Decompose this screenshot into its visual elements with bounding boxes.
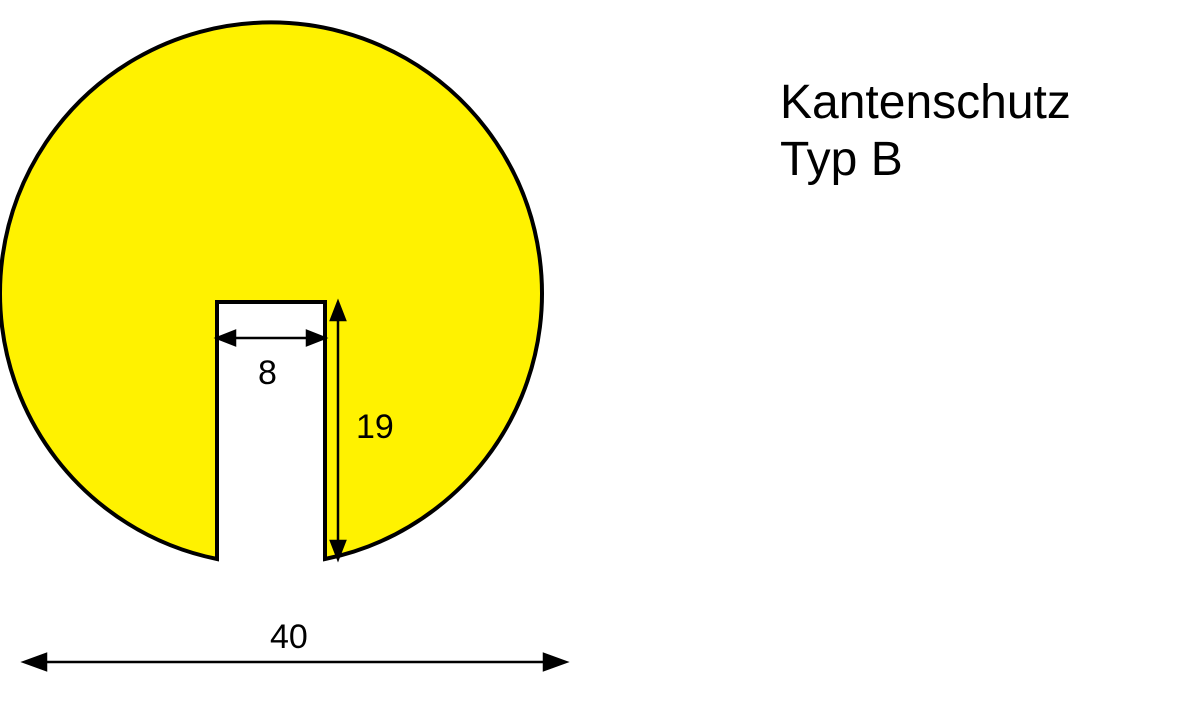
diagram-title: Kantenschutz Typ B [780,75,1071,188]
diagram-stage: 8 19 40 Kantenschutz Typ B [0,0,1181,702]
label-diameter: 40 [270,618,308,656]
dimension-slot-width [217,331,325,345]
label-slot-height: 19 [356,408,394,446]
title-line-2: Typ B [780,132,1071,189]
title-line-1: Kantenschutz [780,75,1071,132]
profile-shape [0,22,542,559]
dimension-diameter [24,654,566,670]
label-slot-width: 8 [258,354,277,392]
